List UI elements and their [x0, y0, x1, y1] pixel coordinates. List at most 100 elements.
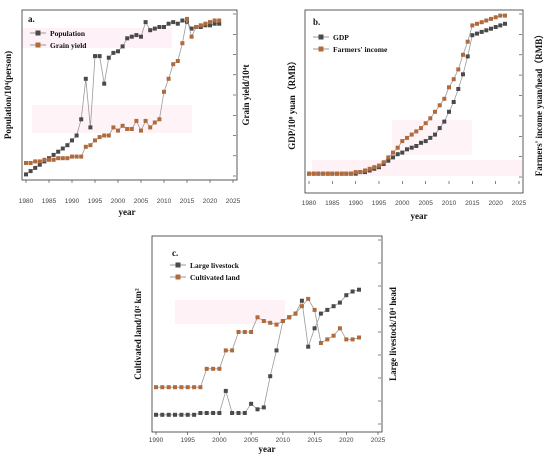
- data-point: [274, 322, 279, 327]
- data-point: [51, 152, 56, 157]
- x-tick-label: 1990: [65, 198, 80, 205]
- data-point: [88, 125, 93, 130]
- x-tick-label: 1980: [302, 200, 317, 207]
- data-point: [111, 125, 116, 130]
- data-point: [475, 31, 479, 36]
- data-point: [242, 330, 247, 334]
- panel-a-legend-grain: Grain yield: [50, 41, 87, 50]
- data-point: [268, 320, 273, 325]
- data-point: [148, 28, 153, 33]
- data-point: [120, 123, 125, 128]
- data-point: [192, 385, 197, 390]
- data-point: [157, 25, 162, 29]
- data-point: [479, 20, 484, 25]
- panel-b-ylabel: GDP/10⁸ yuan（RMB）: [287, 56, 297, 149]
- data-point: [357, 335, 361, 340]
- data-point: [428, 135, 433, 140]
- data-point: [180, 18, 185, 23]
- data-point: [299, 304, 304, 309]
- data-point: [211, 411, 216, 415]
- data-point: [143, 20, 148, 25]
- data-point: [102, 133, 107, 138]
- data-point: [139, 34, 143, 39]
- data-point: [60, 146, 65, 151]
- panel-b-ticks: 1980 1985 1990 1995 2000 2005 2010 2015 2020 2025: [302, 13, 527, 207]
- panel-b-legend-gdp: GDP: [333, 33, 349, 42]
- data-point: [437, 126, 442, 131]
- data-point: [60, 156, 65, 161]
- data-point: [451, 100, 456, 104]
- data-point: [160, 385, 165, 390]
- panel-b-legend: GDP Farmers' income: [313, 33, 388, 54]
- data-point: [451, 77, 456, 82]
- panel-a-legend: Population Grain yield: [30, 29, 87, 50]
- data-point: [37, 162, 42, 167]
- x-tick-label: 2025: [226, 198, 241, 205]
- data-point: [125, 36, 130, 41]
- data-point: [489, 26, 493, 31]
- x-tick-label: 1995: [88, 198, 103, 205]
- data-point: [405, 147, 409, 152]
- x-tick-label: 1985: [42, 198, 57, 205]
- data-point: [33, 159, 38, 164]
- data-point: [484, 28, 489, 33]
- data-point: [255, 315, 260, 320]
- data-point: [255, 407, 260, 412]
- panel-a-xlabel: year: [119, 207, 136, 217]
- data-point: [83, 76, 88, 81]
- data-point: [79, 117, 84, 122]
- data-point: [102, 81, 107, 86]
- data-point: [157, 117, 162, 122]
- panel-a-series: [24, 16, 222, 177]
- data-point: [171, 62, 176, 67]
- panel-c-y2label: Large livestock/10⁴ head: [388, 287, 398, 381]
- data-point: [139, 128, 143, 133]
- data-point: [230, 411, 235, 415]
- data-point: [143, 118, 148, 123]
- data-point: [479, 29, 484, 34]
- data-point: [414, 144, 419, 148]
- panel-b-xlabel: year: [411, 211, 428, 221]
- data-point: [116, 49, 120, 54]
- data-point: [306, 296, 311, 301]
- x-tick-label: 2020: [203, 198, 218, 205]
- data-point: [217, 18, 222, 23]
- data-point: [400, 139, 405, 144]
- data-point: [97, 135, 102, 140]
- x-tick-label: 2025: [371, 437, 386, 444]
- data-point: [74, 133, 79, 138]
- data-point: [465, 39, 470, 44]
- data-point: [353, 170, 358, 175]
- data-point: [367, 166, 372, 171]
- data-point: [321, 171, 325, 176]
- data-point: [189, 34, 194, 39]
- data-point: [350, 289, 355, 294]
- data-point: [489, 16, 493, 21]
- data-point: [386, 155, 391, 160]
- panel-b: 1980 1985 1990 1995 2000 2005 2010 2015 2020 2025…: [287, 9, 544, 221]
- x-tick-label: 1995: [180, 437, 195, 444]
- data-point: [166, 21, 171, 26]
- data-point: [437, 103, 442, 108]
- data-point: [447, 85, 451, 90]
- x-tick-label: 2005: [244, 437, 259, 444]
- data-point: [391, 155, 395, 160]
- panel-a-ticks: 1980 1985 1990 1995 2000 2005 2010 2015 2020 2025: [19, 13, 241, 205]
- panel-c-tag: c.: [172, 248, 178, 258]
- data-point: [166, 412, 171, 417]
- data-point: [409, 132, 414, 137]
- data-point: [152, 120, 157, 125]
- data-point: [180, 41, 185, 46]
- data-point: [414, 129, 419, 134]
- panel-a-y2label: Grain yield/10⁴t: [241, 65, 251, 126]
- data-point: [47, 157, 51, 162]
- data-point: [179, 412, 184, 417]
- data-point: [461, 52, 465, 57]
- panel-c-legend-cultivated: Cultivated land: [190, 273, 241, 282]
- data-point: [185, 20, 189, 25]
- data-point: [185, 412, 190, 417]
- panel-c: 1990 1995 2000 2005 2010 2015 2020 2025 c. Larg…: [133, 235, 398, 454]
- x-tick-label: 2020: [339, 437, 354, 444]
- data-point: [129, 127, 134, 131]
- data-point: [456, 67, 461, 72]
